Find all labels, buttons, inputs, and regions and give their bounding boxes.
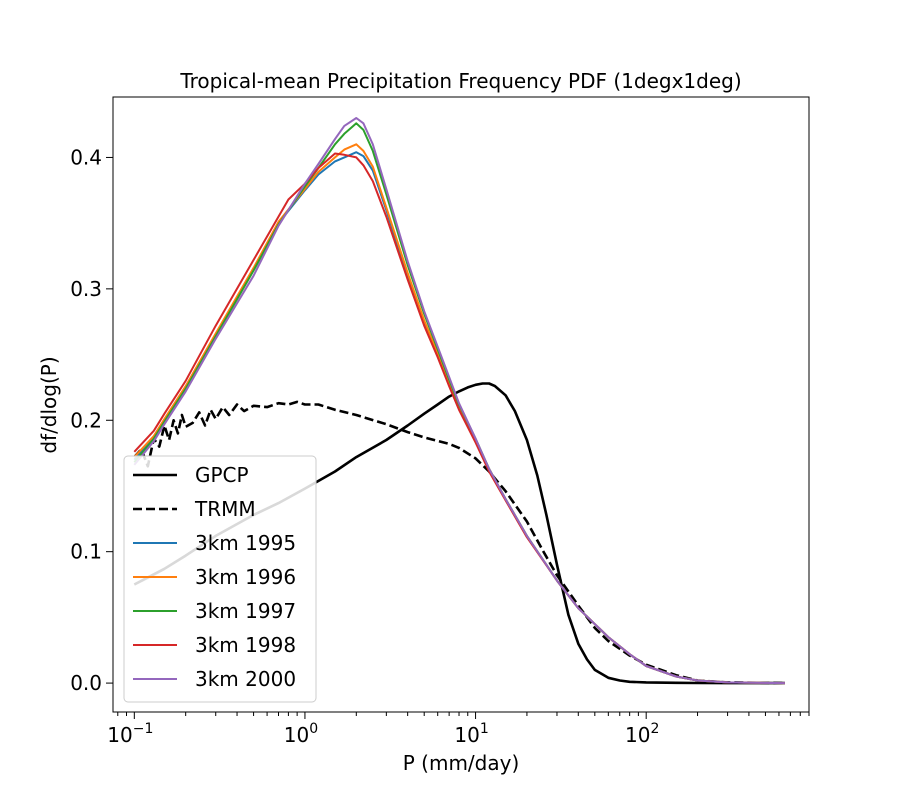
chart-title: Tropical-mean Precipitation Frequency PD… — [179, 69, 741, 93]
legend-label: 3km 1997 — [195, 599, 296, 623]
legend-label: TRMM — [194, 497, 256, 521]
legend-items: GPCP TRMM 3km 1995 3km 1996 3km 1997 3km 1998… — [133, 463, 296, 691]
y-axis: 0.0 0.1 0.2 0.3 0.4 — [70, 145, 113, 695]
legend-label: GPCP — [195, 463, 249, 487]
x-tick-label: 100 — [284, 721, 318, 747]
legend-label: 3km 1996 — [195, 565, 296, 589]
legend-label: 3km 1995 — [195, 531, 296, 555]
x-tick-label: 102 — [625, 721, 659, 747]
y-tick-label: 0.4 — [70, 145, 102, 169]
legend-frame — [123, 455, 317, 703]
legend-label: 3km 1998 — [195, 633, 296, 657]
y-axis-label: df/dlog(P) — [37, 356, 61, 453]
x-axis: 10−1 100 101 102 — [107, 712, 810, 747]
y-tick-label: 0.2 — [70, 408, 102, 432]
plot-border — [112, 96, 810, 713]
y-tick-label: 0.3 — [70, 277, 102, 301]
legend: GPCP TRMM 3km 1995 3km 1996 3km 1997 3km 1998… — [123, 455, 317, 703]
x-axis-label: P (mm/day) — [403, 751, 520, 775]
x-tick-label: 10−1 — [107, 721, 153, 747]
x-tick-label: 101 — [454, 721, 488, 747]
y-tick-label: 0.0 — [70, 671, 102, 695]
y-tick-label: 0.1 — [70, 540, 102, 564]
series-line-3km-2000 — [133, 117, 785, 685]
legend-label: 3km 2000 — [195, 667, 296, 691]
series-line-trmm — [133, 400, 785, 685]
